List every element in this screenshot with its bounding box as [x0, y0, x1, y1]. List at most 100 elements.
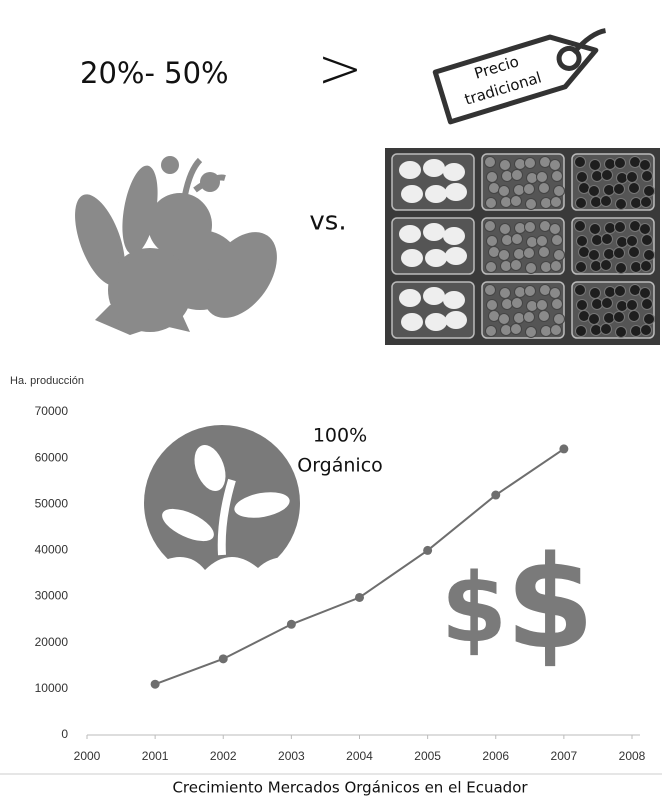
lemon	[443, 227, 465, 245]
grape	[602, 170, 613, 181]
grape	[615, 158, 626, 169]
lemon	[425, 185, 447, 203]
grape	[604, 249, 615, 260]
grape	[617, 301, 628, 312]
tomato	[512, 170, 523, 181]
y-tick-label: 60000	[35, 450, 69, 464]
tomato	[550, 288, 561, 299]
grape	[641, 197, 652, 208]
tomato	[489, 247, 500, 258]
tomato	[485, 221, 496, 232]
grape	[591, 325, 602, 336]
x-tick-label: 2003	[278, 749, 305, 763]
lemon	[423, 287, 445, 305]
tomato	[541, 326, 552, 337]
grape	[602, 234, 613, 245]
tomato	[527, 301, 538, 312]
tomato	[541, 198, 552, 209]
tomato	[539, 183, 550, 194]
tomato	[540, 157, 551, 168]
data-point	[423, 546, 432, 555]
tomato	[552, 299, 563, 310]
lemon	[399, 161, 421, 179]
tomato	[515, 159, 526, 170]
grape	[640, 288, 651, 299]
grape	[577, 300, 588, 311]
grape	[605, 223, 616, 234]
grape	[592, 235, 603, 246]
tomato	[524, 248, 535, 259]
tomato	[485, 285, 496, 296]
tomato	[540, 285, 551, 296]
grape	[629, 311, 640, 322]
tomato	[525, 222, 536, 233]
grape	[589, 250, 600, 261]
data-point	[491, 491, 500, 500]
grape	[629, 183, 640, 194]
lemon	[443, 291, 465, 309]
tomato	[500, 288, 511, 299]
tomato	[525, 286, 536, 297]
tomato	[511, 196, 522, 207]
grape	[601, 324, 612, 335]
grape	[627, 172, 638, 183]
lemon	[423, 223, 445, 241]
grape	[614, 312, 625, 323]
grape	[575, 221, 586, 232]
y-axis-label: Ha. producción	[10, 375, 84, 387]
grape	[614, 184, 625, 195]
tomato	[501, 261, 512, 272]
x-tick-label: 2007	[551, 749, 578, 763]
price-tag: Precio tradicional	[435, 21, 618, 122]
grape	[604, 313, 615, 324]
tomato	[524, 312, 535, 323]
lemon	[445, 247, 467, 265]
grape	[627, 300, 638, 311]
tomato	[554, 314, 565, 325]
y-tick-label: 20000	[35, 635, 69, 649]
grape	[579, 247, 590, 258]
tomato	[526, 263, 537, 274]
organic-badge: 100% Orgánico	[144, 425, 383, 601]
chart-title: Crecimiento Mercados Orgánicos en el Ecu…	[172, 779, 528, 797]
y-tick-label: 30000	[35, 589, 69, 603]
data-point	[151, 680, 160, 689]
grape	[631, 262, 642, 273]
grape	[579, 311, 590, 322]
y-tick-label: 10000	[35, 681, 69, 695]
tomato	[515, 287, 526, 298]
x-tick-label: 2006	[482, 749, 509, 763]
grape	[631, 326, 642, 337]
tomato	[551, 197, 562, 208]
tomato	[489, 311, 500, 322]
grape	[591, 261, 602, 272]
grape	[576, 262, 587, 273]
tomato	[527, 173, 538, 184]
lemon	[401, 313, 423, 331]
vs-text: vs.	[309, 207, 346, 237]
compare-sign: >	[317, 37, 362, 100]
tomato	[537, 300, 548, 311]
page: {"infographic": {"percent": "20%- 50%", …	[0, 0, 662, 798]
data-point	[559, 444, 568, 453]
lemon	[443, 163, 465, 181]
tomato	[512, 298, 523, 309]
grape	[577, 172, 588, 183]
grape	[616, 327, 627, 338]
grape	[640, 224, 651, 235]
grape	[644, 250, 655, 261]
grape	[630, 221, 641, 232]
tomato	[527, 237, 538, 248]
grape	[642, 299, 653, 310]
grape	[590, 288, 601, 299]
tomato	[486, 262, 497, 273]
grape	[641, 325, 652, 336]
tomato	[551, 261, 562, 272]
x-tick-label: 2000	[74, 749, 101, 763]
data-point	[219, 654, 228, 663]
grape	[589, 186, 600, 197]
tomato	[486, 198, 497, 209]
tomato	[541, 262, 552, 273]
grape	[592, 171, 603, 182]
tomato	[487, 236, 498, 247]
